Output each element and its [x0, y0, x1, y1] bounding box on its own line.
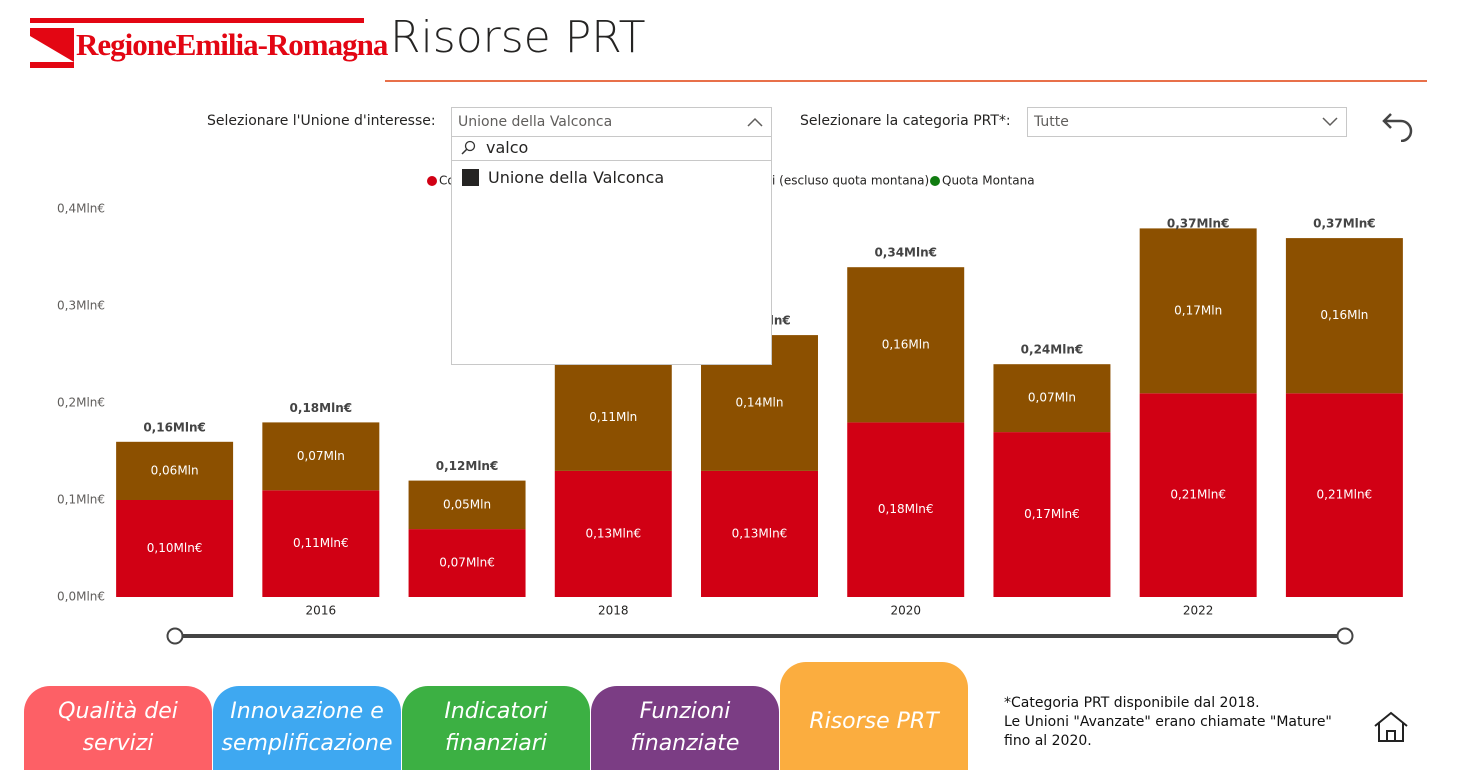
search-icon: [461, 140, 476, 155]
logo-icon: [30, 28, 74, 68]
bar-segment: [554, 364, 672, 471]
bar-segment: [554, 470, 672, 597]
bar-segment: [1285, 393, 1403, 597]
data-label: 0,13Mln€: [732, 526, 788, 540]
data-label: 0,06Mln: [151, 463, 199, 477]
checkbox: [462, 169, 479, 186]
nav-tab[interactable]: Risorse PRT: [780, 662, 968, 770]
bar-segment: [993, 364, 1111, 433]
data-label: 0,11Mln: [589, 410, 637, 424]
categoria-label: Selezionare la categoria PRT*:: [800, 113, 1011, 129]
bar-segment: [262, 490, 380, 597]
total-label: 0,16Mln€: [143, 420, 206, 434]
bar-segment: [701, 470, 818, 597]
chevron-down: [1322, 117, 1338, 127]
y-tick-label: 0,4Mln€: [57, 202, 105, 216]
range-slider-handle[interactable]: [1336, 627, 1354, 645]
note-line: fino al 2020.: [1004, 733, 1092, 749]
legend-label: i (escluso quota montana): [772, 174, 929, 188]
title-rule: [385, 80, 1427, 82]
home-button[interactable]: [1372, 710, 1410, 744]
total-label: 0,18Mln€: [290, 401, 353, 415]
unione-value: Unione della Valconca: [458, 114, 613, 130]
data-label: 0,16Mln: [1320, 308, 1368, 322]
x-tick-label: 2022: [1183, 604, 1214, 618]
chart: 0,0Mln€ 0,1Mln€ 0,2Mln€ 0,3Mln€ 0,4Mln€ Co i (…: [57, 174, 1403, 645]
data-label: 0,07Mln€: [439, 556, 495, 570]
data-label: 0,07Mln: [297, 449, 345, 463]
chevron-up: [747, 117, 763, 127]
unione-dropdown-panel: valco Unione della Valconca: [451, 136, 772, 365]
logo: RegioneEmilia-Romagna: [30, 18, 388, 68]
legend-label: Quota Montana: [942, 174, 1035, 188]
y-tick-label: 0,1Mln€: [57, 493, 105, 507]
y-tick-label: 0,2Mln€: [57, 396, 105, 410]
bar-segment: [847, 422, 965, 597]
data-label: 0,07Mln: [1028, 391, 1076, 405]
note-line: *Categoria PRT disponibile dal 2018.: [1004, 695, 1260, 711]
logo-text: RegioneEmilia-Romagna: [76, 27, 388, 62]
x-tick-label: 2016: [306, 604, 337, 618]
data-label: 0,14Mln: [735, 396, 783, 410]
data-label: 0,21Mln€: [1170, 488, 1226, 502]
data-label: 0,10Mln€: [147, 541, 203, 555]
total-label: 0,34Mln€: [874, 246, 937, 260]
bar-segment: [262, 422, 380, 491]
legend-dot: [427, 176, 437, 186]
note-line: Le Unioni "Avanzate" erano chiamate "Mat…: [1004, 714, 1332, 730]
x-tick-label: 2018: [598, 604, 629, 618]
data-label: 0,18Mln€: [878, 502, 934, 516]
bar-segment: [116, 441, 234, 500]
page-title: Risorse PRT: [390, 12, 646, 63]
categoria-value: Tutte: [1034, 114, 1069, 130]
bar-segment: [1285, 238, 1403, 394]
x-tick-label: 2020: [890, 604, 921, 618]
note: *Categoria PRT disponibile dal 2018. Le U…: [1004, 694, 1332, 751]
y-tick-label: 0,3Mln€: [57, 299, 105, 313]
search-text: valco: [486, 138, 529, 157]
data-label: 0,05Mln: [443, 497, 491, 511]
data-label: 0,16Mln: [882, 337, 930, 351]
bar-segment: [1139, 393, 1257, 597]
option-text: Unione della Valconca: [488, 168, 665, 187]
total-label: 0,12Mln€: [436, 459, 499, 473]
categoria-dropdown[interactable]: Tutte: [1027, 107, 1347, 137]
data-label: 0,21Mln€: [1317, 488, 1373, 502]
nav-tab[interactable]: Qualità dei servizi: [24, 686, 212, 770]
nav-tab[interactable]: Innovazione e semplificazione: [213, 686, 401, 770]
bar-segment: [116, 500, 234, 597]
bar-segment: [408, 529, 526, 597]
total-label: 0,37Mln€: [1313, 217, 1376, 231]
search-box[interactable]: valco: [452, 137, 771, 161]
unione-label: Selezionare l'Unione d'interesse:: [207, 113, 436, 129]
nav-tab[interactable]: Funzioni finanziate: [591, 686, 779, 770]
y-tick-label: 0,0Mln€: [57, 590, 105, 604]
option[interactable]: Unione della Valconca: [452, 161, 771, 195]
range-slider-handle[interactable]: [166, 627, 184, 645]
legend-dot: [930, 176, 940, 186]
bar-segment: [993, 432, 1111, 597]
bar-segment: [1139, 228, 1257, 394]
total-label: 0,24Mln€: [1021, 343, 1084, 357]
data-label: 0,11Mln€: [293, 536, 349, 550]
undo-button[interactable]: [1381, 108, 1415, 142]
bar-segment: [847, 267, 965, 423]
data-label: 0,17Mln€: [1024, 507, 1080, 521]
data-label: 0,13Mln€: [585, 526, 641, 540]
legend-label: Co: [439, 174, 455, 188]
total-label: 0,37Mln€: [1167, 217, 1230, 231]
data-label: 0,17Mln: [1174, 303, 1222, 317]
nav-tab[interactable]: Indicatori finanziari: [402, 686, 590, 770]
bar-segment: [408, 480, 526, 530]
